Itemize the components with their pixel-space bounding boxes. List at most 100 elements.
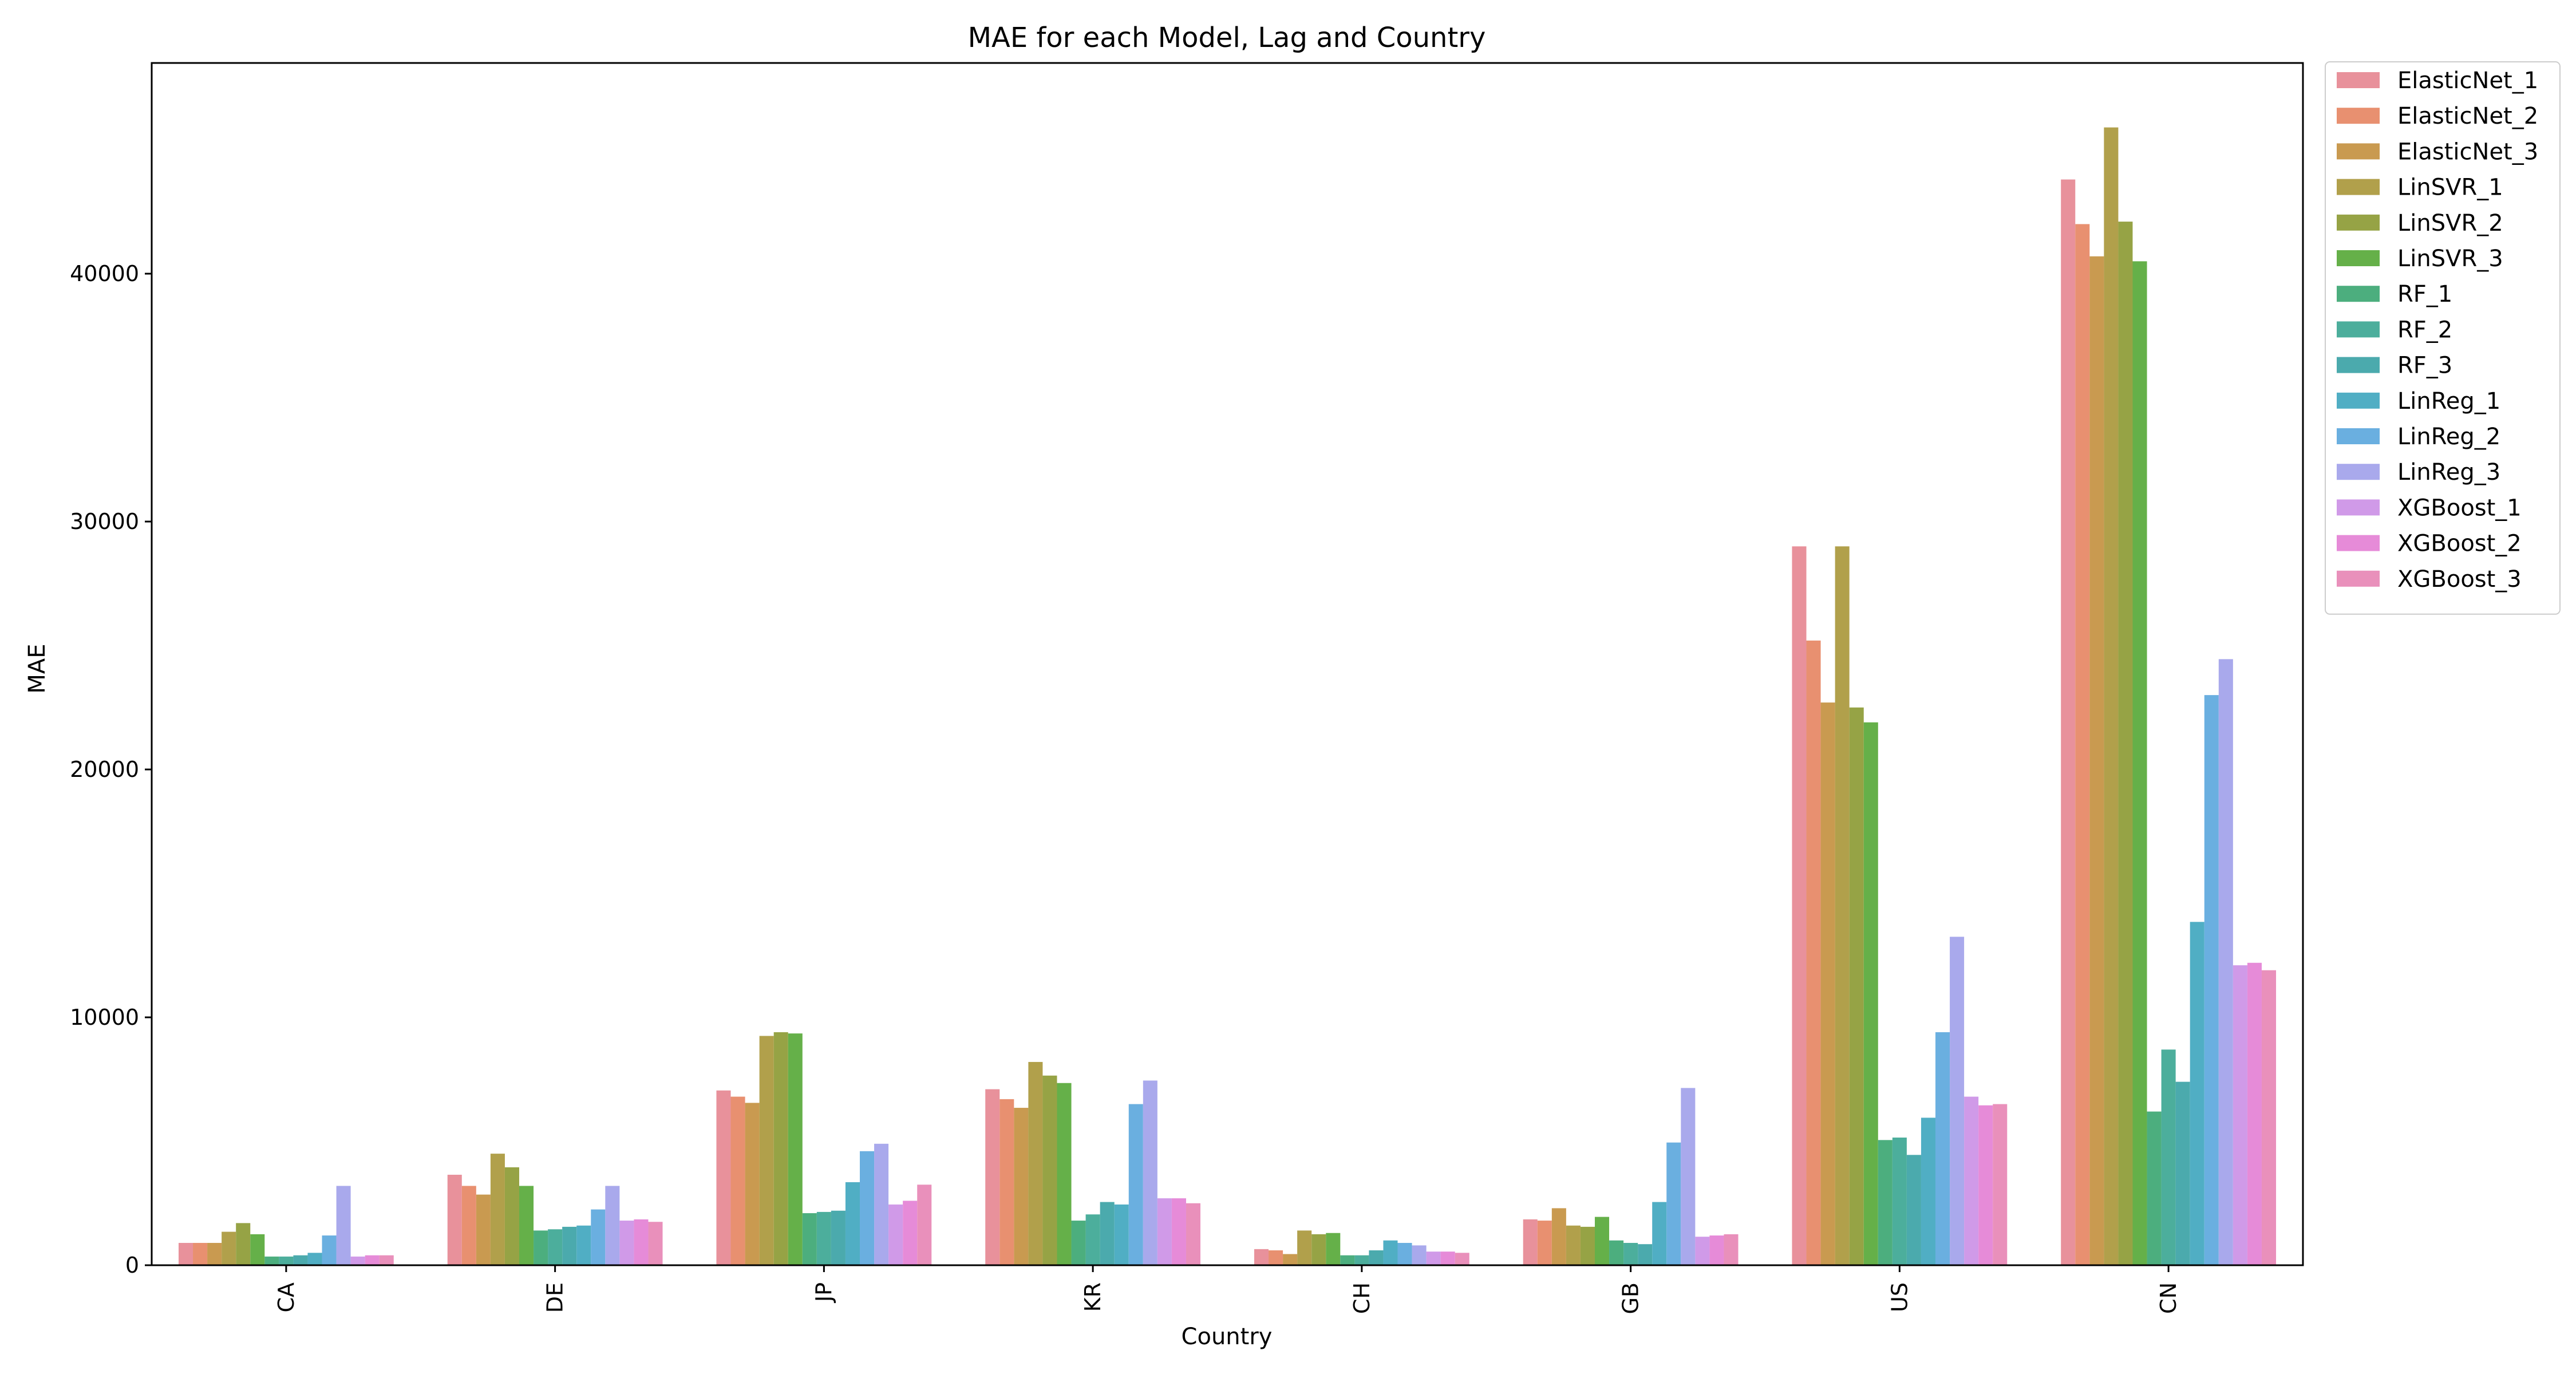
- bar-LinReg_3-CN: [2218, 659, 2233, 1265]
- bar-ElasticNet_1-CH: [1254, 1249, 1269, 1265]
- bar-ElasticNet_2-GB: [1537, 1221, 1552, 1265]
- legend-swatch-ElasticNet_2: [2337, 108, 2380, 124]
- x-tick-label-JP: JP: [811, 1282, 836, 1303]
- legend-label-LinSVR_2: LinSVR_2: [2397, 210, 2503, 236]
- bar-LinSVR_3-CH: [1326, 1233, 1341, 1265]
- bar-LinSVR_1-US: [1835, 546, 1850, 1265]
- bar-LinReg_2-CN: [2204, 695, 2219, 1265]
- x-tick-label-US: US: [1887, 1282, 1912, 1312]
- bar-RF_2-JP: [816, 1211, 831, 1265]
- bar-RF_3-JP: [831, 1210, 846, 1265]
- bar-LinSVR_3-DE: [519, 1186, 534, 1265]
- bar-ElasticNet_1-US: [1792, 546, 1807, 1265]
- bar-LinReg_3-CA: [336, 1186, 351, 1265]
- bar-XGBoost_3-US: [1993, 1104, 2008, 1265]
- legend-label-ElasticNet_1: ElasticNet_1: [2397, 68, 2538, 94]
- bar-LinReg_1-GB: [1652, 1202, 1667, 1265]
- bar-RF_1-DE: [534, 1230, 548, 1265]
- bar-XGBoost_1-GB: [1695, 1237, 1710, 1265]
- x-tick-label-GB: GB: [1618, 1282, 1643, 1314]
- bar-ElasticNet_3-GB: [1551, 1208, 1566, 1265]
- bar-ElasticNet_3-CA: [207, 1243, 222, 1265]
- bar-LinSVR_2-DE: [504, 1167, 519, 1265]
- x-tick-label-CA: CA: [274, 1282, 299, 1313]
- bar-ElasticNet_1-KR: [985, 1089, 1000, 1265]
- bar-RF_3-GB: [1638, 1244, 1653, 1265]
- bar-ElasticNet_2-US: [1806, 640, 1821, 1265]
- bar-LinReg_3-CH: [1412, 1245, 1427, 1265]
- bar-XGBoost_1-DE: [619, 1221, 634, 1265]
- bar-ElasticNet_1-JP: [716, 1090, 731, 1265]
- bar-LinSVR_1-CN: [2104, 127, 2119, 1266]
- bar-ElasticNet_3-CN: [2089, 256, 2104, 1266]
- bar-XGBoost_2-DE: [634, 1219, 649, 1265]
- bar-RF_2-CA: [279, 1256, 294, 1265]
- bar-RF_1-US: [1878, 1140, 1893, 1265]
- bar-RF_3-CN: [2175, 1081, 2190, 1265]
- bar-LinSVR_2-US: [1849, 707, 1864, 1265]
- bar-LinReg_3-DE: [605, 1186, 620, 1265]
- bar-XGBoost_2-JP: [903, 1201, 918, 1265]
- bar-LinSVR_1-KR: [1028, 1061, 1043, 1265]
- legend-swatch-RF_3: [2337, 357, 2380, 373]
- bar-RF_1-JP: [802, 1213, 817, 1265]
- bar-LinSVR_2-CH: [1311, 1234, 1326, 1265]
- legend-label-LinReg_2: LinReg_2: [2397, 424, 2500, 450]
- legend-label-LinReg_3: LinReg_3: [2397, 459, 2500, 485]
- x-tick-label-DE: DE: [543, 1282, 568, 1313]
- bar-XGBoost_3-GB: [1724, 1234, 1739, 1265]
- bar-LinReg_2-GB: [1666, 1142, 1681, 1265]
- y-tick-label: 30000: [70, 509, 139, 534]
- chart-title: MAE for each Model, Lag and Country: [968, 22, 1486, 54]
- bar-ElasticNet_1-DE: [447, 1174, 462, 1265]
- bar-LinReg_2-US: [1935, 1032, 1950, 1265]
- bar-XGBoost_1-KR: [1157, 1198, 1172, 1265]
- bar-RF_1-GB: [1609, 1240, 1624, 1265]
- legend-label-XGBoost_2: XGBoost_2: [2397, 531, 2522, 557]
- bar-LinSVR_2-GB: [1580, 1226, 1595, 1265]
- bar-RF_1-CH: [1340, 1255, 1355, 1265]
- bar-LinSVR_1-CH: [1297, 1230, 1312, 1265]
- bar-ElasticNet_2-CN: [2075, 224, 2090, 1266]
- bar-LinSVR_3-CN: [2132, 261, 2147, 1265]
- bar-ElasticNet_1-CA: [178, 1243, 193, 1265]
- legend-swatch-XGBoost_2: [2337, 535, 2380, 551]
- bar-RF_2-KR: [1085, 1214, 1100, 1265]
- legend-swatch-XGBoost_1: [2337, 499, 2380, 516]
- legend-label-ElasticNet_3: ElasticNet_3: [2397, 139, 2538, 165]
- legend-swatch-LinSVR_2: [2337, 214, 2380, 231]
- bar-ElasticNet_3-US: [1820, 702, 1835, 1265]
- bar-LinSVR_2-CA: [236, 1223, 251, 1265]
- legend-label-ElasticNet_2: ElasticNet_2: [2397, 103, 2538, 129]
- bar-XGBoost_2-KR: [1171, 1198, 1186, 1265]
- legend-swatch-LinReg_1: [2337, 392, 2380, 409]
- bar-LinSVR_2-CN: [2118, 222, 2133, 1265]
- bar-LinSVR_2-KR: [1042, 1075, 1057, 1265]
- legend-label-RF_1: RF_1: [2397, 281, 2452, 307]
- bar-LinReg_2-CH: [1397, 1243, 1412, 1265]
- bar-LinSVR_1-GB: [1566, 1225, 1581, 1265]
- bar-RF_1-CN: [2147, 1111, 2162, 1265]
- bar-XGBoost_3-CN: [2261, 970, 2277, 1265]
- legend-swatch-LinReg_3: [2337, 464, 2380, 480]
- bar-XGBoost_2-CH: [1440, 1251, 1455, 1265]
- bar-RF_2-CH: [1354, 1255, 1369, 1265]
- bar-RF_2-GB: [1623, 1243, 1638, 1265]
- bar-XGBoost_2-CN: [2247, 962, 2262, 1265]
- legend-swatch-ElasticNet_1: [2337, 72, 2380, 88]
- x-tick-label-KR: KR: [1080, 1282, 1105, 1312]
- bar-LinSVR_3-JP: [788, 1033, 803, 1265]
- bar-RF_3-CH: [1369, 1250, 1384, 1265]
- legend-label-XGBoost_1: XGBoost_1: [2397, 495, 2522, 521]
- legend-label-LinReg_1: LinReg_1: [2397, 388, 2500, 414]
- bar-RF_1-KR: [1071, 1221, 1086, 1265]
- bars-group: [178, 127, 2277, 1266]
- bar-LinReg_1-CA: [307, 1253, 322, 1265]
- bar-LinReg_2-KR: [1128, 1104, 1143, 1265]
- bar-RF_2-US: [1892, 1138, 1907, 1265]
- bar-ElasticNet_2-DE: [461, 1186, 476, 1265]
- bar-LinReg_2-DE: [591, 1209, 606, 1265]
- bar-LinSVR_1-JP: [759, 1036, 774, 1265]
- bar-LinReg_3-US: [1950, 937, 1965, 1265]
- bar-RF_3-KR: [1100, 1202, 1115, 1265]
